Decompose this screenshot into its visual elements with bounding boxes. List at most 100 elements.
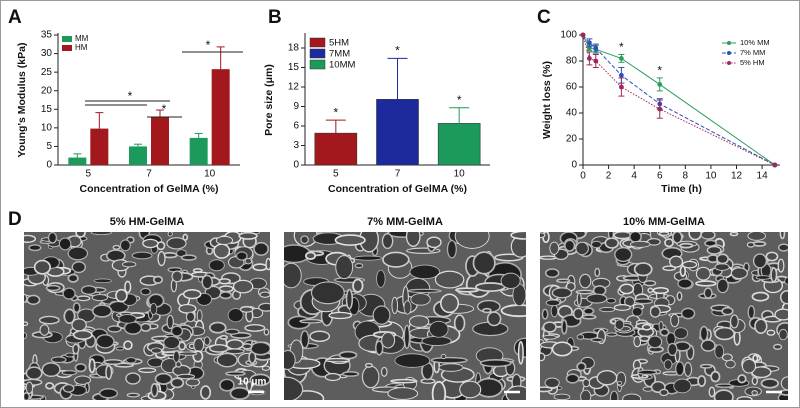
pore [754, 318, 768, 335]
legend-label: 5% HM [740, 58, 765, 67]
legend-label: MM [75, 34, 89, 43]
pore [752, 354, 759, 363]
pore [403, 300, 412, 315]
pore [455, 287, 480, 293]
pore [171, 270, 183, 283]
pore [617, 380, 623, 386]
y-tick-label: 80 [566, 56, 578, 67]
bar [151, 116, 169, 165]
pore [551, 341, 573, 357]
scale-bar-label: 10 μm [238, 377, 267, 388]
pore [265, 257, 270, 271]
pore [722, 353, 733, 362]
pore [699, 363, 713, 369]
pore [591, 240, 602, 249]
pore [576, 361, 587, 372]
significance-star: * [657, 64, 662, 78]
pore [479, 358, 512, 368]
data-point [580, 32, 586, 38]
pore [261, 365, 270, 371]
pore [544, 377, 560, 389]
data-point [657, 106, 663, 112]
significance-star: * [619, 40, 624, 54]
y-tick-label: 0 [571, 160, 577, 171]
pore [752, 253, 768, 269]
pore [239, 306, 254, 313]
pore [633, 335, 642, 348]
pore [421, 335, 452, 346]
pore [639, 335, 650, 342]
pore [716, 278, 729, 294]
pore [45, 284, 61, 292]
pore [673, 378, 692, 394]
pore [71, 318, 87, 332]
pore [544, 268, 560, 278]
bar [90, 128, 109, 165]
pore [364, 362, 373, 368]
pore [215, 235, 234, 245]
pore [354, 263, 364, 269]
pore [244, 258, 252, 265]
pore [150, 347, 162, 354]
significance-star: * [395, 44, 400, 58]
pore [714, 344, 725, 359]
x-tick-label: 8 [683, 171, 689, 182]
bar [189, 137, 208, 165]
pore [28, 244, 42, 252]
pore [361, 365, 380, 389]
pore [26, 294, 41, 306]
pore [50, 356, 67, 364]
pore [454, 232, 490, 249]
image-caption: 5% HM-GelMA [110, 216, 185, 228]
pore [252, 263, 268, 272]
pore [67, 246, 89, 261]
pore [777, 258, 785, 273]
data-point [593, 58, 599, 64]
pore [605, 332, 618, 337]
data-point [586, 56, 592, 61]
pore [659, 328, 670, 337]
y-axis-title: Weight loss (%) [541, 61, 553, 139]
pore [472, 251, 496, 275]
pore [770, 267, 778, 283]
pore [381, 233, 394, 250]
pore [225, 371, 246, 377]
pore [33, 259, 51, 275]
pore [453, 314, 466, 333]
pore [766, 329, 776, 336]
pore [284, 349, 296, 371]
pore [713, 389, 734, 400]
pore [590, 337, 604, 343]
pore [193, 337, 205, 353]
pore [576, 292, 582, 306]
pore [553, 393, 571, 400]
pore [74, 362, 87, 373]
pore [45, 382, 55, 390]
pore [541, 308, 549, 320]
y-tick-label: 25 [41, 67, 53, 78]
pore [403, 324, 411, 350]
pore [730, 267, 748, 280]
pore [683, 362, 693, 377]
pore [200, 385, 212, 400]
legend-label: 10MM [329, 60, 355, 71]
pore [258, 302, 270, 312]
pore [38, 315, 60, 325]
pore [747, 305, 756, 320]
y-tick-label: 9 [293, 101, 299, 112]
pore [149, 302, 158, 315]
pore [381, 332, 396, 349]
pore [714, 326, 735, 341]
pore [196, 309, 203, 322]
pore [486, 311, 502, 327]
pore [98, 388, 119, 399]
pore [706, 245, 722, 255]
pore [176, 373, 196, 380]
pore [408, 315, 430, 328]
pore [208, 321, 227, 334]
pore [751, 390, 758, 396]
pore [382, 251, 410, 268]
legend-swatch [309, 37, 326, 48]
pore [300, 235, 309, 245]
x-tick-label: 2 [606, 171, 612, 182]
